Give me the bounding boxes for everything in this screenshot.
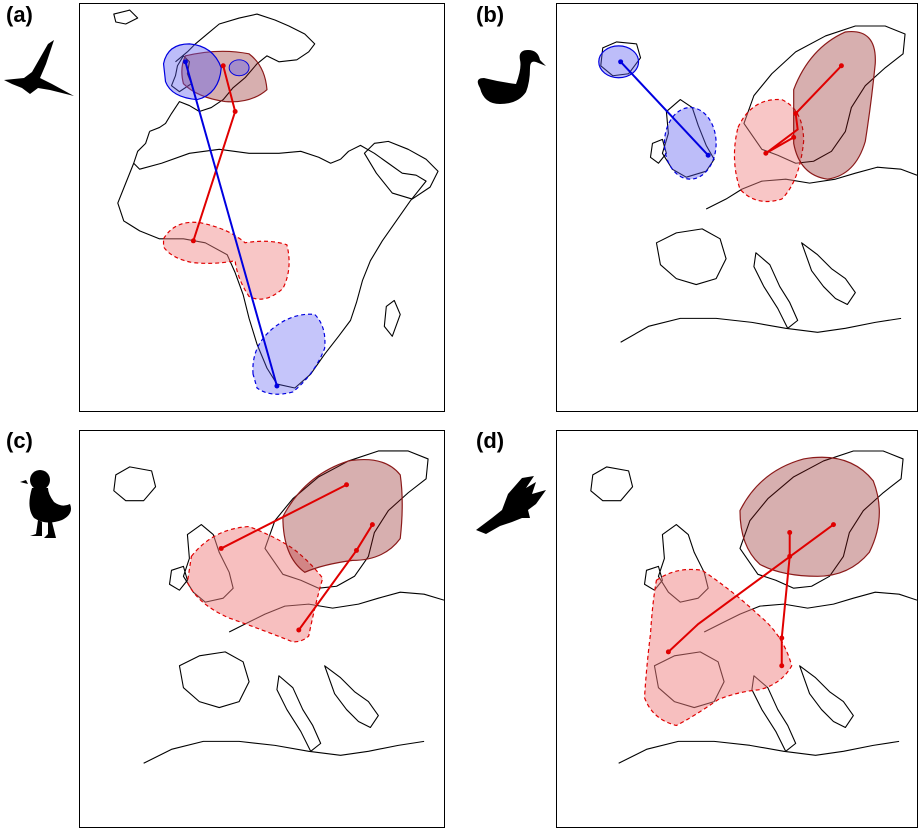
coastline-balkans	[801, 242, 856, 306]
blue-track	[619, 61, 709, 156]
map-panel-c	[79, 430, 445, 828]
blue-breeding-range-small	[228, 59, 250, 77]
coastline-africa	[620, 317, 902, 343]
red-track	[220, 483, 347, 550]
map-panel-b	[556, 3, 918, 412]
coastline-iberia-italy	[178, 651, 322, 752]
red-winter-range	[186, 525, 324, 643]
coastline-iceland	[113, 466, 157, 502]
coastline-scandinavia	[739, 450, 904, 589]
coastline-ireland	[649, 138, 667, 164]
panel-label-d: (d)	[476, 428, 505, 453]
red-winter-range	[162, 221, 290, 300]
coastline-continent	[705, 166, 917, 210]
map-panel-d	[556, 430, 918, 828]
blue-winter-range	[663, 106, 717, 180]
coastline-africa	[143, 740, 425, 764]
panel-label-b: (b)	[476, 2, 505, 27]
coastline-madagascar	[383, 299, 401, 337]
map-panel-a	[79, 3, 445, 412]
coastline-balkans	[799, 665, 854, 729]
coastline-balkans	[324, 665, 379, 729]
tern-icon	[2, 38, 76, 112]
blue-track	[184, 61, 278, 387]
coastline-iceland	[113, 9, 139, 25]
coastline-mediterranean	[133, 131, 341, 170]
panel-label-c: (c)	[6, 428, 33, 453]
panel-label-a: (a)	[6, 2, 33, 27]
red-breeding-range	[739, 456, 880, 577]
coastline-iberia-italy	[655, 228, 799, 329]
coastline-iceland	[590, 466, 634, 502]
flying-bird-icon	[472, 474, 552, 540]
red-winter-range	[643, 568, 793, 727]
blue-breeding-range	[162, 43, 222, 101]
red-track-2	[780, 532, 791, 666]
duck-icon	[18, 468, 76, 540]
coastline-ireland	[168, 565, 188, 591]
coastline-europe	[149, 13, 316, 132]
coastline-africa	[618, 740, 900, 764]
blue-winter-range	[252, 313, 326, 395]
coastline-arabia	[363, 140, 439, 200]
swan-icon	[470, 48, 550, 108]
coastline-scandinavia	[743, 25, 906, 164]
red-breeding-range	[282, 458, 403, 573]
coastline-iceland	[600, 41, 642, 77]
red-breeding-range	[181, 50, 268, 103]
red-breeding-range	[793, 31, 876, 180]
red-track	[765, 65, 843, 155]
coastline-africa	[117, 144, 427, 389]
